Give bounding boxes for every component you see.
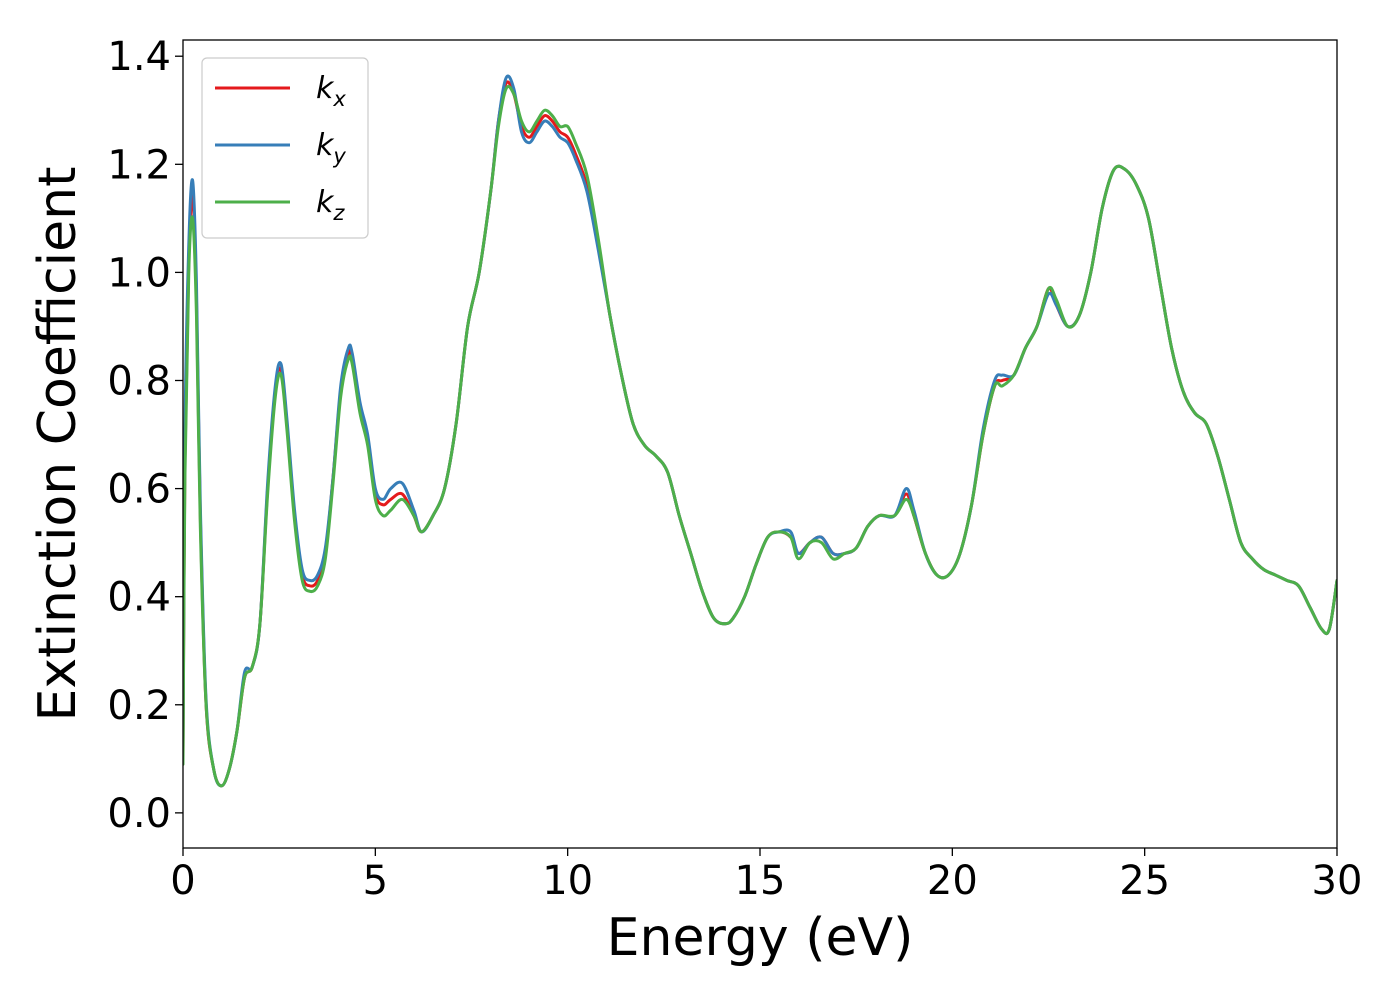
y-tick-label: 1.4 xyxy=(107,34,171,80)
series-layer xyxy=(183,74,1337,788)
y-tick-label: 1.0 xyxy=(107,250,171,296)
legend-box xyxy=(201,57,369,239)
x-tick-label: 0 xyxy=(170,858,195,904)
y-tick-label: 0.6 xyxy=(107,467,171,513)
x-tick-label: 15 xyxy=(735,858,786,904)
y-tick-label: 0.0 xyxy=(107,791,171,837)
x-tick-label: 5 xyxy=(363,858,388,904)
x-tick-label: 20 xyxy=(927,858,978,904)
y-tick-label: 0.4 xyxy=(107,575,171,621)
legend-label-kx: kx xyxy=(316,71,346,111)
legend: kx ky kz xyxy=(201,57,369,239)
legend-label-ky: ky xyxy=(316,128,346,168)
series-line-kz xyxy=(183,84,1337,788)
x-axis-title: Energy (eV) xyxy=(607,908,914,968)
x-tick-label: 10 xyxy=(542,858,593,904)
y-axis: 0.0 0.2 0.4 0.6 0.8 1.0 1.2 1.4 xyxy=(107,34,183,837)
x-axis: 0 5 10 15 20 25 30 xyxy=(170,848,1362,904)
y-tick-label: 0.2 xyxy=(107,683,171,729)
x-tick-label: 25 xyxy=(1119,858,1170,904)
y-tick-label: 1.2 xyxy=(107,142,171,188)
y-axis-title: Extinction Coefficient xyxy=(28,167,88,722)
x-tick-label: 30 xyxy=(1312,858,1363,904)
y-tick-label: 0.8 xyxy=(107,358,171,404)
legend-label-kz: kz xyxy=(316,185,345,225)
